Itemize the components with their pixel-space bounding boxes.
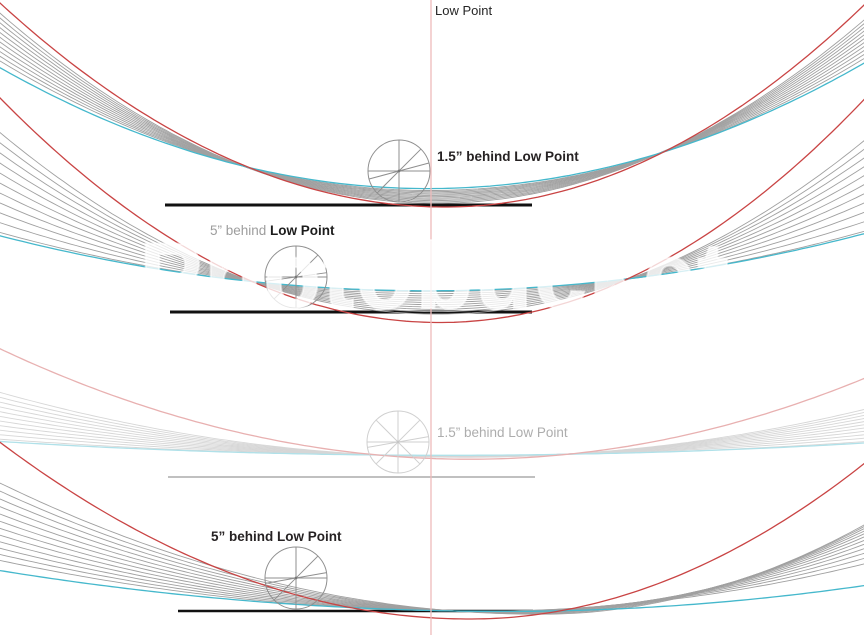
curve-group-offset-1.5in-dark (0, 2, 864, 208)
cyan-rocker-curve (0, 440, 864, 456)
gray-rocker-curve (0, 192, 864, 301)
red-rocker-curve (0, 97, 864, 324)
wheel-spoke (375, 419, 421, 465)
curve-group-offset-5in-dark-upper (0, 97, 864, 324)
gray-rocker-curve (0, 482, 864, 615)
gray-rocker-curve (0, 54, 864, 193)
label-5in-gray-part: 5” behind (210, 223, 271, 238)
gray-rocker-curve (0, 182, 864, 303)
gray-rocker-curve (0, 396, 864, 458)
label-1-5in-behind-low-point: 1.5” behind Low Point (437, 149, 579, 164)
wheel-circle (367, 139, 431, 203)
gray-rocker-curve (0, 498, 864, 614)
wheel-circle (366, 410, 430, 474)
gray-rocker-curve (0, 46, 864, 195)
gray-rocker-curve (0, 221, 864, 295)
gray-rocker-curve (0, 438, 864, 456)
gray-rocker-curve (0, 415, 864, 457)
gray-rocker-curve (0, 420, 864, 457)
gray-rocker-curve (0, 425, 864, 457)
gray-rocker-curve (0, 506, 864, 614)
gray-rocker-curve (0, 411, 864, 457)
wheel-hub (294, 576, 298, 580)
gray-rocker-curve (0, 202, 864, 299)
wheel-circle (264, 546, 328, 610)
gray-rocker-curve (0, 50, 864, 194)
gray-rocker-curve (0, 162, 864, 308)
cyan-rocker-curve (0, 233, 864, 292)
gray-rocker-curve (0, 27, 864, 200)
low-point-axis-label: Low Point (435, 3, 493, 18)
wheel-circle (264, 245, 328, 309)
gray-rocker-curve (0, 406, 864, 458)
gray-rocker-curve (0, 142, 864, 313)
label-5in-dark-part: Low Point (270, 223, 335, 238)
label-5in-behind-low-point-lower: 5” behind Low Point (211, 529, 342, 544)
cyan-rocker-curve (0, 569, 864, 613)
wheel-rim (366, 410, 430, 474)
gray-rocker-curve (0, 490, 864, 615)
gray-rocker-curve (0, 58, 864, 191)
curve-group-offset-5in-dark-lower (0, 441, 864, 620)
wheel-hub (294, 275, 298, 279)
gray-rocker-curve (0, 534, 864, 613)
gray-rocker-curve (0, 22, 864, 202)
gray-rocker-curve (0, 547, 864, 612)
curve-group-offset-1.5in-faint (0, 348, 864, 478)
gray-rocker-curve (0, 434, 864, 457)
gray-rocker-curve (0, 131, 864, 315)
red-rocker-curve (0, 348, 864, 460)
wheel-spoke (375, 419, 421, 465)
gray-rocker-curve (0, 36, 864, 198)
cyan-rocker-curve (0, 62, 864, 190)
red-rocker-curve (0, 2, 864, 208)
label-1-5in-behind-low-point-faint: 1.5” behind Low Point (437, 425, 568, 440)
gray-rocker-curve (0, 152, 864, 310)
gray-rocker-curve (0, 429, 864, 457)
gray-rocker-curve (0, 17, 864, 203)
label-5in-behind-low-point: 5” behind Low Point (210, 223, 335, 239)
gray-rocker-curve (0, 12, 864, 204)
gray-rocker-curve (0, 391, 864, 458)
wheel-hub (396, 440, 400, 444)
gray-rocker-curve (0, 31, 864, 199)
gray-rocker-curve (0, 172, 864, 306)
wheel-spoke (367, 436, 429, 448)
gray-rocker-curve (0, 41, 864, 196)
wheel-hub (397, 169, 401, 173)
gray-rocker-curve (0, 401, 864, 458)
gray-rocker-curve (0, 211, 864, 297)
red-rocker-curve (0, 441, 864, 620)
